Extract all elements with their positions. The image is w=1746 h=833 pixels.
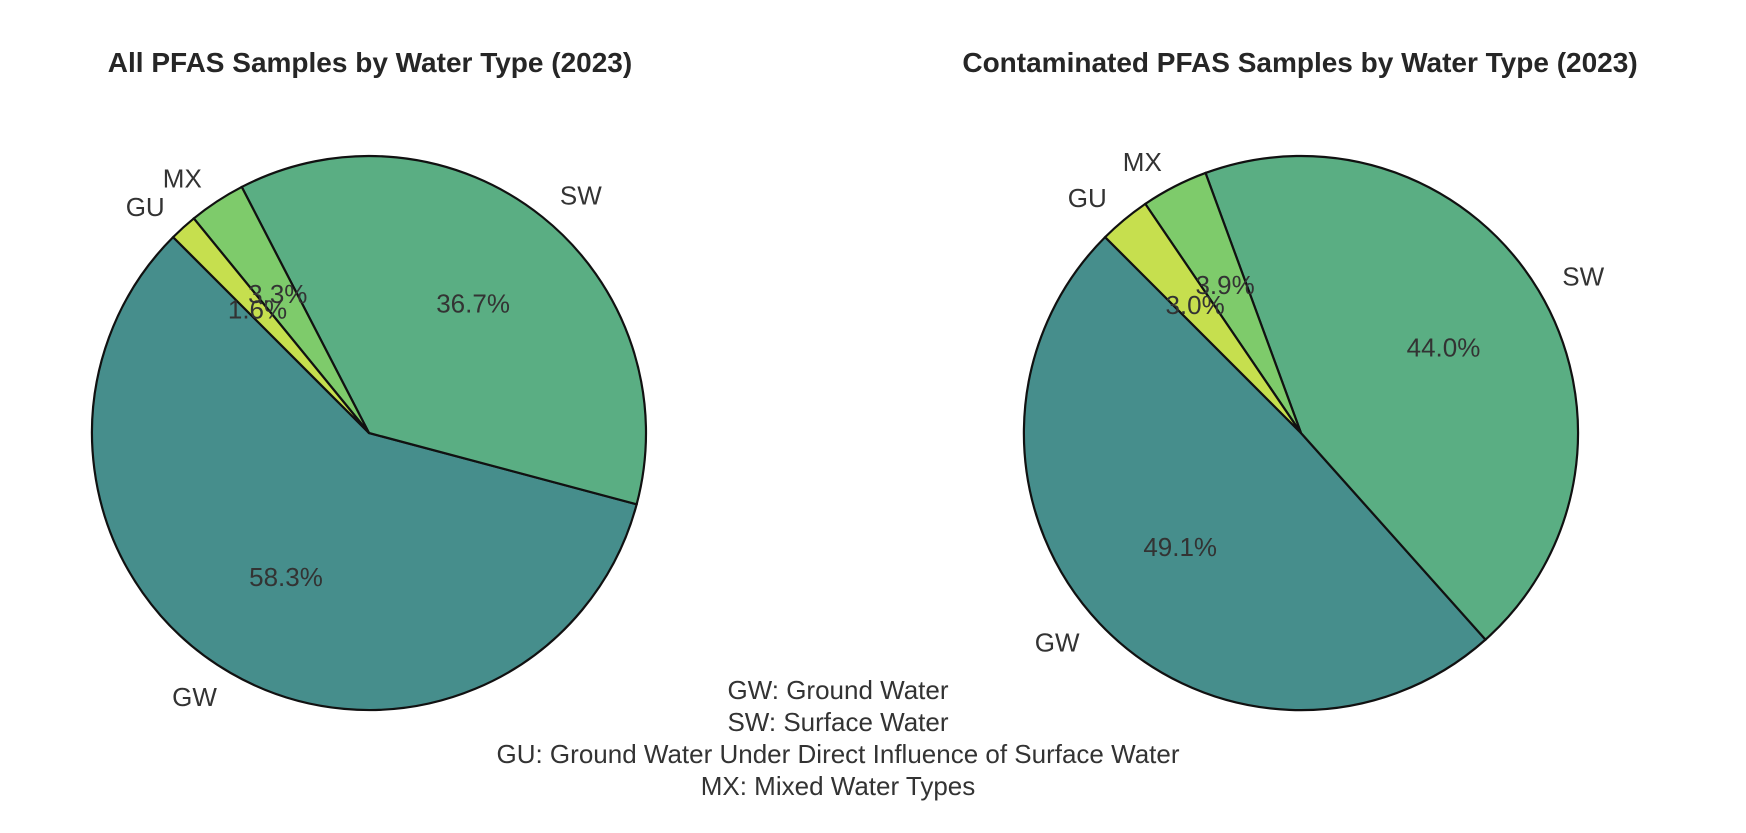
pie-labels: GW 49.1% SW 44.0% MX 3.9% GU 3.0% <box>1035 147 1605 657</box>
slice-label-gu: GU <box>126 192 165 222</box>
legend-line-gu: GU: Ground Water Under Direct Influence … <box>496 739 1179 769</box>
pie-slice-sw <box>240 154 648 506</box>
pct-label-gu: 1.6% <box>228 295 287 325</box>
all-samples-pie-chart: All PFAS Samples by Water Type (2023) GW… <box>90 47 648 712</box>
legend-line-gw: GW: Ground Water <box>727 675 948 705</box>
pct-label-gw: 58.3% <box>249 562 323 592</box>
chart-title-contaminated-samples: Contaminated PFAS Samples by Water Type … <box>962 47 1637 78</box>
pie-slice-sw <box>1204 154 1580 642</box>
pct-label-sw: 36.7% <box>436 288 510 318</box>
legend-line-sw: SW: Surface Water <box>727 707 948 737</box>
pie-labels: GW 58.3% SW 36.7% MX 3.3% GU 1.6% <box>126 163 603 712</box>
abbreviation-legend: GW: Ground Water SW: Surface Water GU: G… <box>496 675 1179 801</box>
slice-label-sw: SW <box>1562 261 1604 291</box>
slice-label-gw: GW <box>1035 627 1080 657</box>
slice-label-gu: GU <box>1068 183 1107 213</box>
slice-label-mx: MX <box>163 163 202 193</box>
pct-label-sw: 44.0% <box>1407 333 1481 363</box>
pct-label-gw: 49.1% <box>1143 532 1217 562</box>
pct-label-mx: 3.9% <box>1195 270 1254 300</box>
legend-line-mx: MX: Mixed Water Types <box>701 771 976 801</box>
slice-label-mx: MX <box>1123 147 1162 177</box>
pie-slice-gu <box>171 216 370 434</box>
pie-wedges <box>1022 154 1580 712</box>
pie-wedges <box>90 154 648 712</box>
slice-label-sw: SW <box>560 181 602 211</box>
chart-title-all-samples: All PFAS Samples by Water Type (2023) <box>108 47 632 78</box>
contaminated-samples-pie-chart: Contaminated PFAS Samples by Water Type … <box>962 47 1638 712</box>
slice-label-gw: GW <box>172 682 217 712</box>
pie-slice-gu <box>1103 202 1302 434</box>
pie-slice-gw <box>90 235 639 712</box>
pct-label-gu: 3.0% <box>1165 290 1224 320</box>
pie-slice-gw <box>1022 235 1488 712</box>
pct-label-mx: 3.3% <box>248 279 307 309</box>
